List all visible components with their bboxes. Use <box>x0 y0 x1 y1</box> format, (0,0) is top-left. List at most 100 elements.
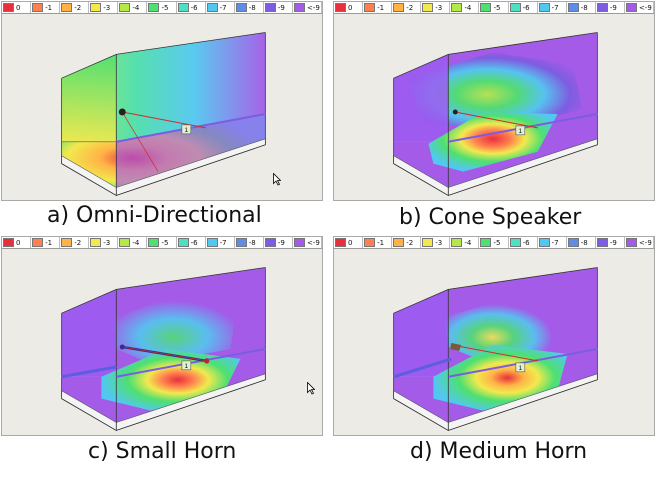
legend-entry: -9 <box>264 237 293 248</box>
legend-entry: -5 <box>479 2 509 13</box>
legend-entry: -2 <box>60 2 90 13</box>
legend-entry: -4 <box>450 237 480 248</box>
legend-swatch <box>148 238 160 247</box>
legend-label: -9 <box>609 3 617 12</box>
legend-label: -2 <box>406 238 414 247</box>
legend-label: -3 <box>103 3 111 12</box>
legend-entry: -6 <box>177 237 206 248</box>
legend-swatch <box>335 3 346 12</box>
legend-entry: 0 <box>2 237 32 248</box>
legend-entry: -8 <box>567 2 596 13</box>
legend-entry: 0 <box>334 2 364 13</box>
legend-swatch <box>567 238 579 247</box>
panel-medium-horn: 0 -1 -2 -3 -4 -5 -6 -7 -8 -9 <-9 <box>333 236 655 436</box>
legend-entry: -1 <box>363 2 393 13</box>
panel-small-horn: 0 -1 -2 -3 -4 -5 -6 -7 -8 -9 <-9 <box>1 236 323 436</box>
speaker-source-marker[interactable] <box>452 109 458 115</box>
legend-label: -6 <box>190 238 198 247</box>
legend-label: -8 <box>248 3 256 12</box>
legend-label: 0 <box>348 3 353 12</box>
legend-swatch <box>335 238 346 247</box>
speaker-source-marker[interactable] <box>119 344 125 350</box>
legend-swatch <box>364 238 376 247</box>
mouse-cursor-icon <box>307 382 315 395</box>
listener-marker[interactable] <box>515 125 526 136</box>
legend-entry: -6 <box>177 2 206 13</box>
legend-label: -7 <box>219 238 227 247</box>
legend-swatch <box>90 3 102 12</box>
legend-label: -4 <box>132 3 140 12</box>
legend-label: -5 <box>493 3 501 12</box>
legend-swatch <box>596 238 608 247</box>
legend-entry: -7 <box>206 2 235 13</box>
legend-label: -9 <box>277 3 285 12</box>
legend-label: -3 <box>103 238 111 247</box>
listener-marker[interactable] <box>181 124 192 135</box>
legend-swatch <box>32 3 44 12</box>
legend-label: <-9 <box>638 3 652 12</box>
legend-entry: -9 <box>596 237 625 248</box>
legend-swatch <box>422 238 434 247</box>
legend-label: -9 <box>609 238 617 247</box>
legend-entry: -3 <box>89 2 119 13</box>
legend-entry: -7 <box>538 237 567 248</box>
legend-swatch <box>451 3 463 12</box>
legend-bar: 0 -1 -2 -3 -4 -5 -6 -7 -8 -9 <-9 <box>2 2 322 14</box>
horn-end-marker <box>204 358 210 364</box>
legend-entry: -8 <box>235 2 264 13</box>
legend-entry: <-9 <box>293 237 322 248</box>
legend-entry: -6 <box>509 2 538 13</box>
legend-entry: -2 <box>392 237 422 248</box>
listener-marker-label: 1 <box>519 365 523 372</box>
room-scene-small-horn: 1 <box>61 267 266 431</box>
caption-cone-speaker: b) Cone Speaker <box>399 205 582 230</box>
legend-label: -1 <box>377 3 385 12</box>
legend-bar: 0 -1 -2 -3 -4 -5 -6 -7 -8 -9 <-9 <box>2 237 322 249</box>
legend-entry: -8 <box>567 237 596 248</box>
legend-entry: -3 <box>421 2 451 13</box>
legend-entry: -3 <box>421 237 451 248</box>
listener-marker[interactable] <box>515 362 526 373</box>
mouse-cursor-icon <box>273 173 281 186</box>
legend-swatch <box>177 3 189 12</box>
legend-swatch <box>119 238 131 247</box>
legend-label: -4 <box>132 238 140 247</box>
legend-swatch <box>148 3 160 12</box>
legend-entry: -8 <box>235 237 264 248</box>
legend-label: -6 <box>190 3 198 12</box>
legend-label: <-9 <box>638 238 652 247</box>
legend-entry: -2 <box>392 2 422 13</box>
legend-entry: -9 <box>596 2 625 13</box>
speaker-source-marker[interactable] <box>118 108 126 116</box>
legend-swatch <box>264 238 276 247</box>
speaker-source-marker[interactable] <box>450 343 462 351</box>
legend-label: -1 <box>45 3 53 12</box>
room-scene-cone: 1 <box>393 32 598 196</box>
legend-entry: -6 <box>509 237 538 248</box>
legend-entry: -1 <box>31 237 61 248</box>
legend-label: 0 <box>16 3 21 12</box>
legend-entry: -4 <box>118 237 148 248</box>
legend-swatch <box>119 3 131 12</box>
listener-marker-label: 1 <box>185 363 189 370</box>
legend-entry: -9 <box>264 2 293 13</box>
legend-swatch <box>625 3 637 12</box>
legend-label: -5 <box>493 238 501 247</box>
legend-swatch <box>61 238 73 247</box>
legend-swatch <box>393 238 405 247</box>
legend-label: -2 <box>74 238 82 247</box>
legend-label: -4 <box>464 3 472 12</box>
legend-swatch <box>509 3 521 12</box>
legend-label: -3 <box>435 238 443 247</box>
listener-marker[interactable] <box>181 360 192 371</box>
legend-swatch <box>235 238 247 247</box>
legend-label: -8 <box>580 238 588 247</box>
legend-swatch <box>422 3 434 12</box>
legend-entry: <-9 <box>625 2 654 13</box>
legend-swatch <box>3 238 14 247</box>
caption-small-horn: c) Small Horn <box>88 439 237 464</box>
legend-entry: -2 <box>60 237 90 248</box>
legend-label: -6 <box>522 238 530 247</box>
legend-label: -5 <box>161 238 169 247</box>
legend-label: -4 <box>464 238 472 247</box>
